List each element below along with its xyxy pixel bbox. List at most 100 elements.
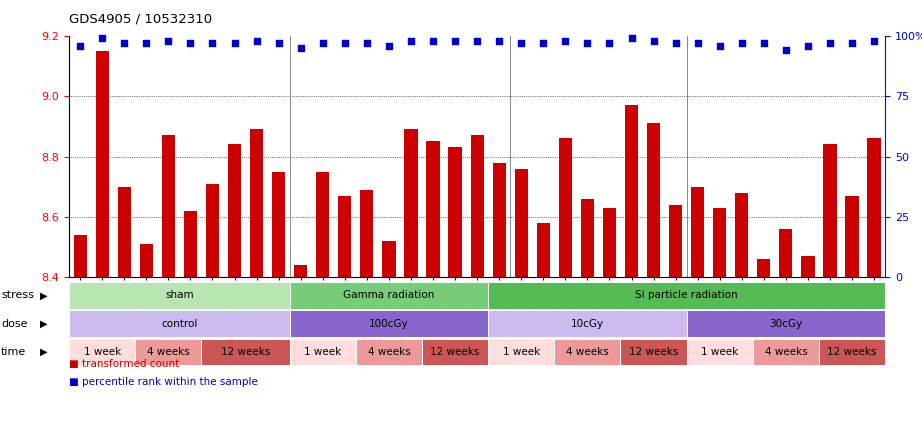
Text: 4 weeks: 4 weeks bbox=[764, 347, 808, 357]
Point bbox=[95, 35, 110, 42]
Bar bbox=[692, 187, 704, 277]
Point bbox=[602, 40, 617, 47]
Point bbox=[668, 40, 683, 47]
Point bbox=[470, 37, 485, 44]
Point bbox=[117, 40, 132, 47]
Text: ▶: ▶ bbox=[40, 347, 47, 357]
Point bbox=[337, 40, 352, 47]
Point bbox=[271, 40, 286, 47]
Bar bbox=[338, 196, 351, 277]
Point bbox=[867, 37, 881, 44]
Bar bbox=[383, 241, 396, 277]
Text: 4 weeks: 4 weeks bbox=[147, 347, 190, 357]
Point bbox=[735, 40, 750, 47]
Bar bbox=[206, 184, 219, 277]
Text: 4 weeks: 4 weeks bbox=[566, 347, 609, 357]
Text: 1 week: 1 week bbox=[304, 347, 341, 357]
Text: sham: sham bbox=[165, 291, 194, 300]
Point bbox=[800, 42, 815, 49]
Point bbox=[426, 37, 441, 44]
Bar bbox=[735, 193, 749, 277]
Point bbox=[845, 40, 859, 47]
Text: 12 weeks: 12 weeks bbox=[221, 347, 270, 357]
Bar bbox=[405, 129, 418, 277]
Point bbox=[161, 37, 176, 44]
Text: Si particle radiation: Si particle radiation bbox=[635, 291, 738, 300]
Bar bbox=[669, 205, 682, 277]
Bar bbox=[779, 229, 793, 277]
Point bbox=[778, 47, 793, 54]
Point bbox=[580, 40, 595, 47]
Bar bbox=[74, 235, 87, 277]
Text: ■ transformed count: ■ transformed count bbox=[69, 359, 180, 369]
Bar bbox=[272, 172, 285, 277]
Bar bbox=[316, 172, 329, 277]
Bar bbox=[868, 138, 881, 277]
Point bbox=[624, 35, 639, 42]
Point bbox=[514, 40, 528, 47]
Bar bbox=[228, 145, 242, 277]
Text: 10cGy: 10cGy bbox=[571, 319, 604, 329]
Point bbox=[822, 40, 837, 47]
Text: control: control bbox=[161, 319, 197, 329]
Text: Gamma radiation: Gamma radiation bbox=[343, 291, 434, 300]
Point bbox=[73, 42, 88, 49]
Point bbox=[293, 45, 308, 52]
Point bbox=[227, 40, 242, 47]
Text: time: time bbox=[1, 347, 26, 357]
Text: 100cGy: 100cGy bbox=[369, 319, 408, 329]
Bar bbox=[581, 199, 594, 277]
Bar bbox=[294, 265, 307, 277]
Text: stress: stress bbox=[1, 291, 34, 300]
Text: 1 week: 1 week bbox=[84, 347, 121, 357]
Text: 12 weeks: 12 weeks bbox=[431, 347, 479, 357]
Text: GDS4905 / 10532310: GDS4905 / 10532310 bbox=[69, 13, 212, 26]
Point bbox=[756, 40, 771, 47]
Text: ■ percentile rank within the sample: ■ percentile rank within the sample bbox=[69, 377, 258, 387]
Bar bbox=[514, 169, 528, 277]
Point bbox=[205, 40, 219, 47]
Text: 1 week: 1 week bbox=[502, 347, 540, 357]
Bar bbox=[801, 256, 814, 277]
Bar bbox=[140, 244, 153, 277]
Bar bbox=[603, 208, 616, 277]
Bar bbox=[96, 51, 109, 277]
Text: 1 week: 1 week bbox=[701, 347, 739, 357]
Point bbox=[139, 40, 154, 47]
Text: ▶: ▶ bbox=[40, 291, 47, 300]
Bar bbox=[845, 196, 858, 277]
Bar bbox=[823, 145, 836, 277]
Point bbox=[382, 42, 396, 49]
Point bbox=[491, 37, 506, 44]
Bar bbox=[713, 208, 727, 277]
Point bbox=[360, 40, 374, 47]
Bar bbox=[470, 135, 484, 277]
Point bbox=[646, 37, 661, 44]
Text: 4 weeks: 4 weeks bbox=[368, 347, 410, 357]
Bar bbox=[647, 124, 660, 277]
Bar bbox=[161, 135, 175, 277]
Point bbox=[691, 40, 705, 47]
Point bbox=[315, 40, 330, 47]
Bar bbox=[118, 187, 131, 277]
Point bbox=[448, 37, 463, 44]
Point bbox=[558, 37, 573, 44]
Bar bbox=[559, 138, 572, 277]
Bar bbox=[625, 105, 638, 277]
Bar bbox=[492, 162, 506, 277]
Text: 12 weeks: 12 weeks bbox=[629, 347, 679, 357]
Bar bbox=[757, 259, 771, 277]
Bar bbox=[537, 223, 550, 277]
Point bbox=[536, 40, 550, 47]
Text: ▶: ▶ bbox=[40, 319, 47, 329]
Point bbox=[249, 37, 264, 44]
Point bbox=[713, 42, 727, 49]
Bar bbox=[448, 148, 462, 277]
Bar bbox=[183, 211, 197, 277]
Bar bbox=[426, 141, 440, 277]
Point bbox=[404, 37, 419, 44]
Bar bbox=[361, 190, 373, 277]
Text: 12 weeks: 12 weeks bbox=[827, 347, 877, 357]
Bar bbox=[250, 129, 263, 277]
Point bbox=[183, 40, 198, 47]
